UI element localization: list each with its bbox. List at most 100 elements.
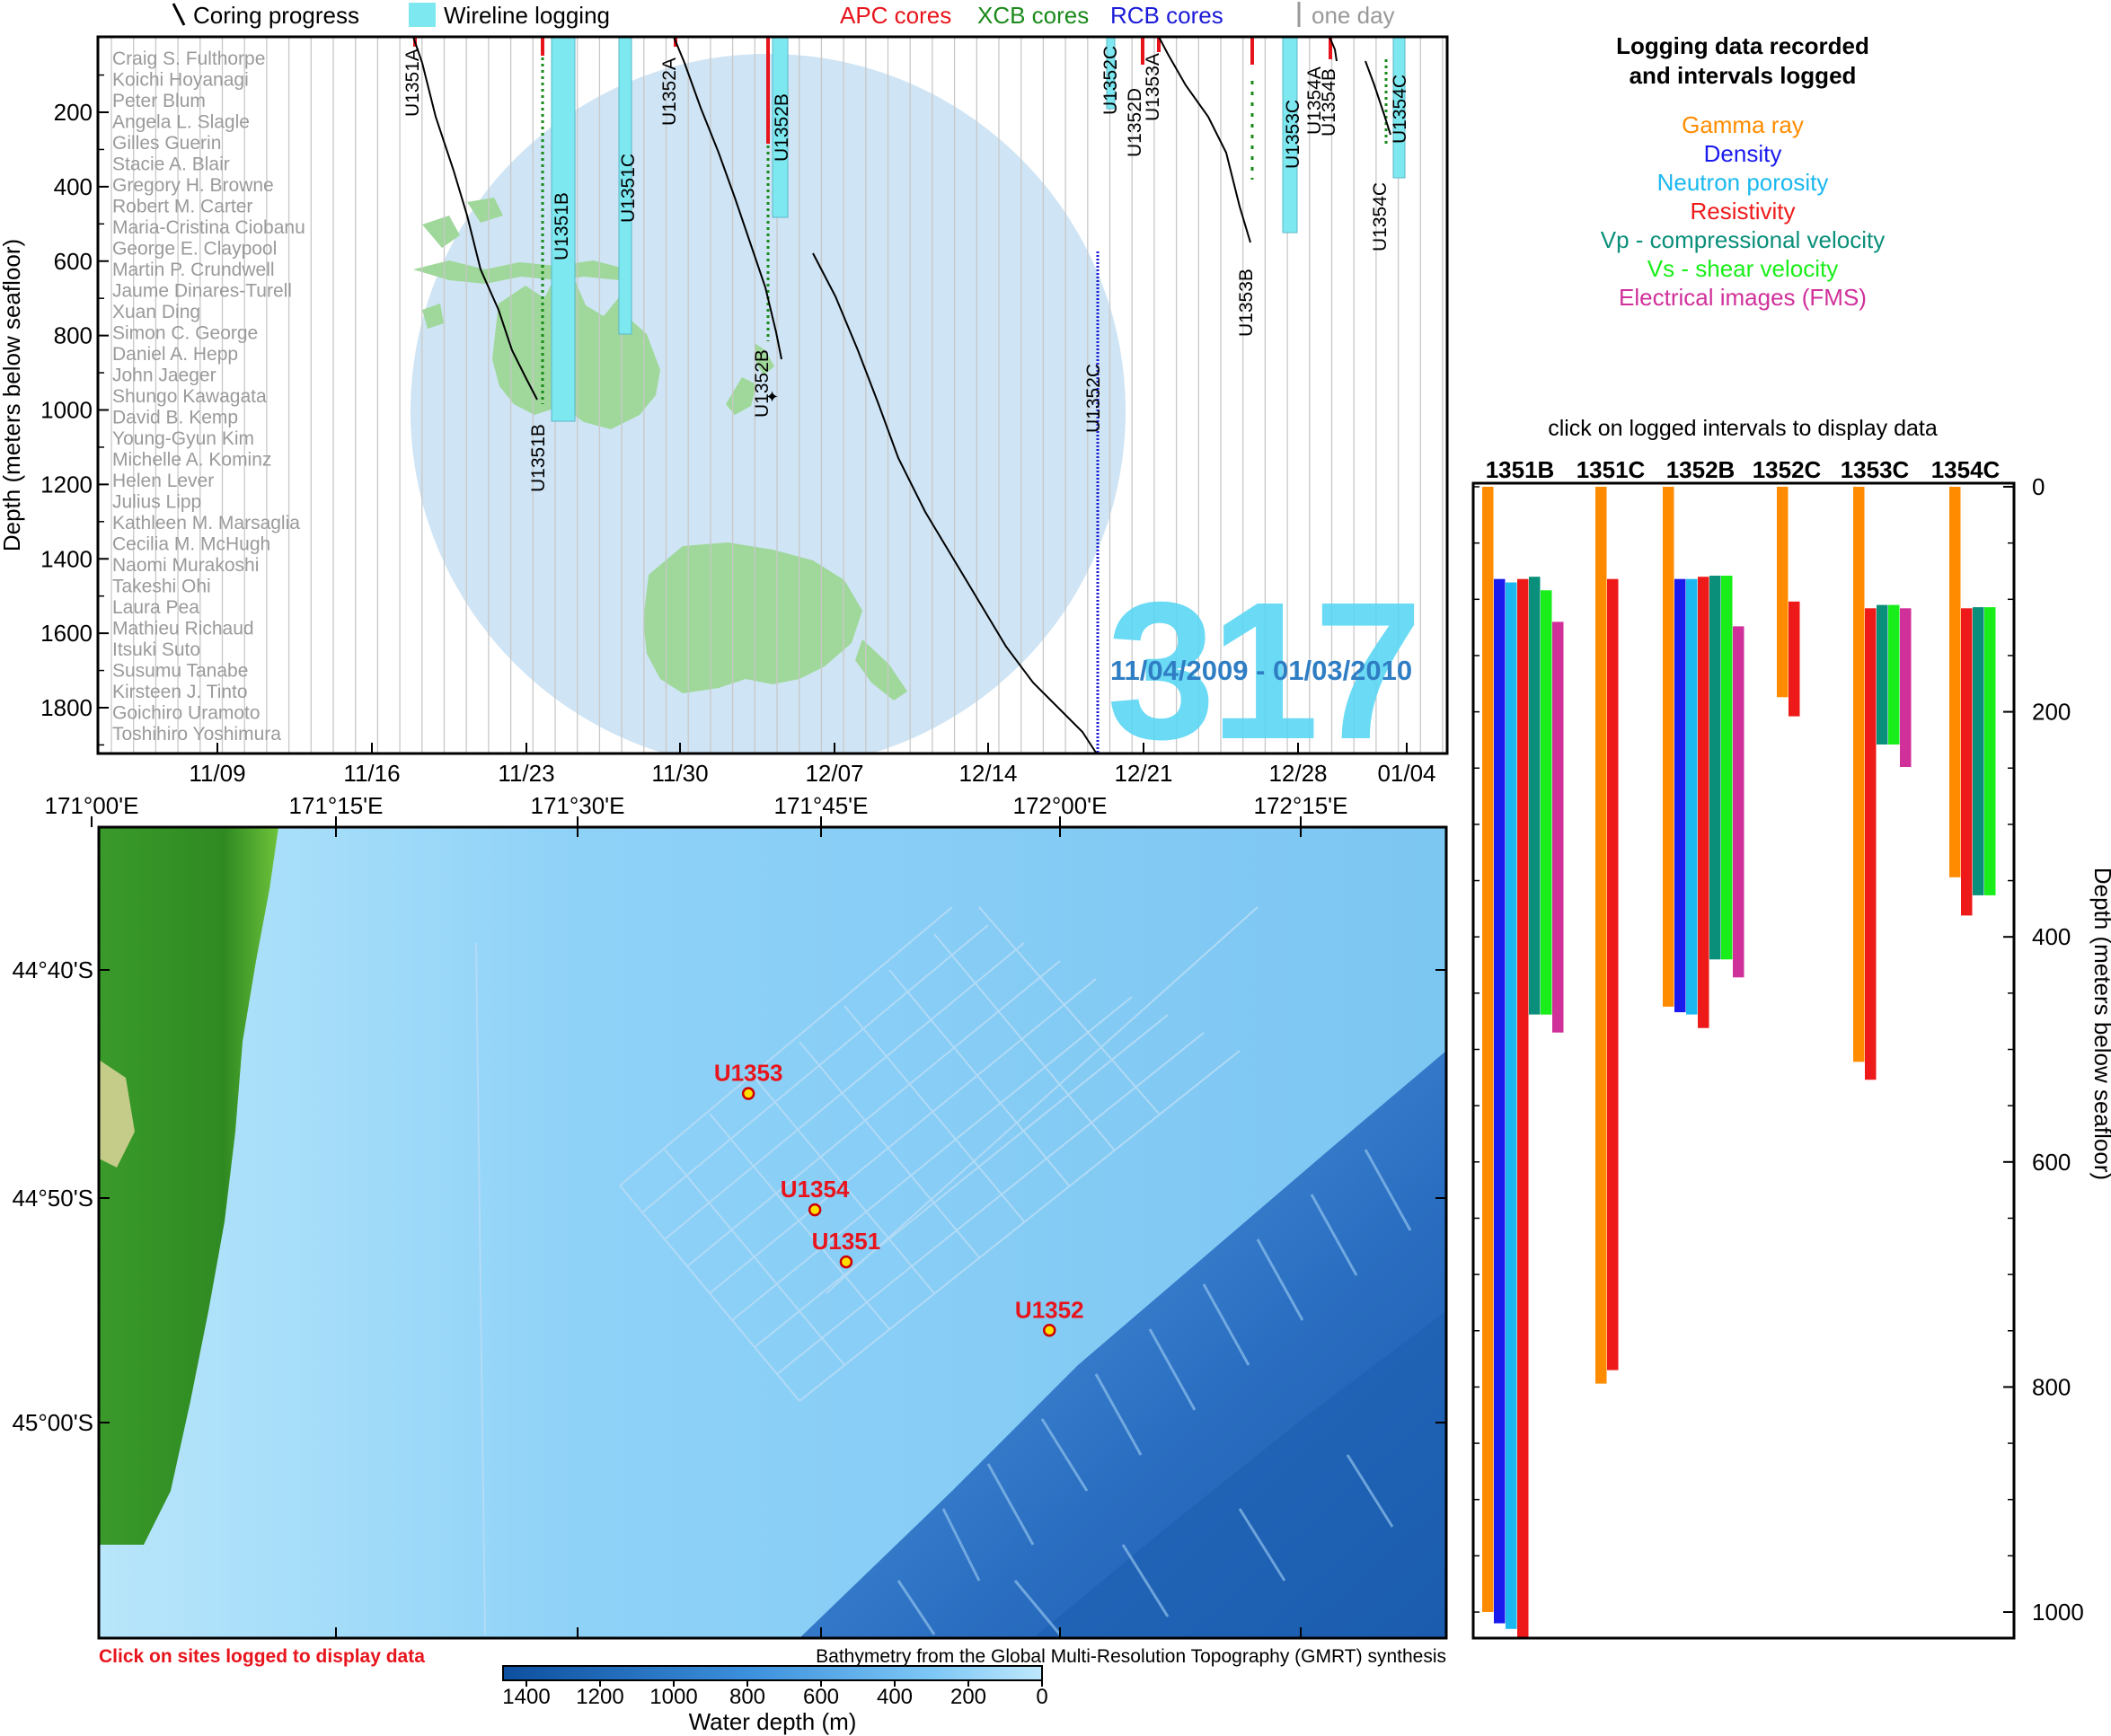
- map-click-note: Click on sites logged to display data: [99, 1646, 425, 1667]
- hole-1352B-label: 1352B: [1666, 456, 1736, 483]
- scientist-name: Susumu Tanabe: [112, 661, 248, 682]
- interval-ylabel: Depth (meters below seafloor): [2089, 868, 2111, 1180]
- timeline-xtick-label: 11/23: [498, 760, 554, 787]
- label-U1352B-top[interactable]: U1352B: [772, 93, 792, 162]
- scientist-name: Takeshi Ohi: [112, 577, 211, 597]
- coring-progress-lines: [412, 37, 1391, 753]
- label-U1352D[interactable]: U1352D: [1125, 88, 1145, 157]
- interval-1352B-gamma-ray[interactable]: [1663, 487, 1674, 1007]
- interval-1351B-vs-shear-velocity[interactable]: [1541, 590, 1552, 1015]
- logging-instruction: click on logged intervals to display dat…: [1548, 416, 1938, 441]
- interval-1351C-resistivity[interactable]: [1607, 578, 1619, 1370]
- scientist-name: Cecilia M. McHugh: [112, 534, 270, 555]
- map-lon-label: 171°15'E: [288, 792, 383, 819]
- interval-1352B-vp-compressional-velocity[interactable]: [1709, 576, 1721, 960]
- interval-1354C-gamma-ray[interactable]: [1949, 487, 1961, 877]
- hole-1354C-label: 1354C: [1931, 456, 2001, 483]
- interval-1351B-vp-compressional-velocity[interactable]: [1529, 577, 1541, 1015]
- interval-1352C-gamma-ray[interactable]: [1777, 487, 1789, 698]
- banks-peninsula-high: [99, 1060, 135, 1168]
- interval-1352B-neutron-porosity[interactable]: [1686, 578, 1698, 1015]
- map-sites[interactable]: U1353 U1354 U1351 U1352: [714, 1060, 1084, 1337]
- timeline-xtick-label: 12/28: [1268, 760, 1327, 787]
- interval-1351C-gamma-ray[interactable]: [1595, 487, 1607, 1384]
- site-U1351[interactable]: U1351: [812, 1228, 881, 1269]
- interval-1353C-resistivity[interactable]: [1865, 608, 1877, 1080]
- label-U1354C-top[interactable]: U1354C: [1390, 75, 1410, 144]
- interval-1352B-vs-shear-velocity[interactable]: [1721, 576, 1733, 960]
- label-U1353C[interactable]: U1353C: [1283, 100, 1303, 169]
- map-latitude-axis: 44°40'S 44°50'S 45°00'S: [12, 956, 1446, 1436]
- scientist-name: Koichi Hoyanagi: [112, 70, 249, 91]
- site-label[interactable]: U1354: [781, 1176, 850, 1203]
- interval-1353C-gamma-ray[interactable]: [1853, 487, 1865, 1062]
- interval-1351B-density[interactable]: [1494, 578, 1506, 1624]
- wireline-logging-bars[interactable]: [551, 37, 1406, 422]
- interval-1351B-neutron-porosity[interactable]: [1506, 582, 1517, 1629]
- interval-1352C-resistivity[interactable]: [1789, 601, 1800, 717]
- site-label[interactable]: U1353: [714, 1060, 783, 1087]
- site-marker[interactable]: [839, 1255, 853, 1269]
- scientist-name: Daniel A. Hepp: [112, 344, 238, 365]
- timeline-xtick-label: 11/16: [343, 760, 400, 787]
- interval-1353C-vs-shear-velocity[interactable]: [1888, 604, 1900, 745]
- label-U1352C-top[interactable]: U1352C: [1100, 46, 1121, 115]
- scientist-name: Laura Pea: [112, 597, 199, 618]
- site-marker[interactable]: [741, 1087, 755, 1100]
- label-U1354B[interactable]: U1354B: [1319, 68, 1339, 137]
- label-U1353B[interactable]: U1353B: [1236, 269, 1257, 337]
- wireline-swatch: [409, 3, 436, 27]
- label-U1352C-bottom[interactable]: U1352C: [1083, 364, 1104, 433]
- timeline-ytick-label: 1600: [40, 620, 93, 647]
- site-U1352[interactable]: U1352: [1015, 1296, 1084, 1337]
- label-U1351A[interactable]: U1351A: [402, 48, 423, 117]
- interval-1352B-electrical-images-fms-[interactable]: [1733, 626, 1744, 978]
- timeline-y-axis: 200 400 600 800 1000 1200 1400 1600 1800: [40, 74, 109, 746]
- site-marker[interactable]: [1042, 1324, 1056, 1337]
- site-label[interactable]: U1351: [812, 1228, 881, 1255]
- colorbar-label: Water depth (m): [689, 1708, 857, 1735]
- interval-1354C-vs-shear-velocity[interactable]: [1984, 607, 1996, 895]
- label-U1351B-top[interactable]: U1351B: [552, 192, 572, 260]
- logging-legend: Logging data recorded and intervals logg…: [1548, 32, 1938, 441]
- label-U1353A[interactable]: U1353A: [1143, 53, 1163, 121]
- label-U1351C[interactable]: U1351C: [618, 154, 639, 223]
- legend-one-day: one day: [1312, 2, 1395, 29]
- scientist-name: Helen Lever: [112, 471, 214, 491]
- interval-bars[interactable]: [1482, 487, 1996, 1639]
- interval-y-axis: 0 200 400 600 800 1000: [1473, 473, 2084, 1626]
- site-marker[interactable]: [808, 1203, 822, 1217]
- site-U1353[interactable]: U1353: [714, 1060, 783, 1100]
- interval-1353C-electrical-images-fms-[interactable]: [1900, 608, 1912, 767]
- site-label[interactable]: U1352: [1015, 1296, 1084, 1323]
- logging-title-line2: and intervals logged: [1630, 62, 1857, 89]
- timeline-ytick-label: 200: [54, 99, 93, 126]
- label-U1351B-bottom[interactable]: U1351B: [528, 424, 549, 492]
- map-lat-label: 44°40'S: [12, 956, 93, 983]
- label-U1352A[interactable]: U1352A: [659, 57, 680, 126]
- interval-1351B-gamma-ray[interactable]: [1482, 487, 1494, 1612]
- interval-1354C-vp-compressional-velocity[interactable]: [1973, 607, 1984, 895]
- site-U1354[interactable]: U1354: [781, 1176, 850, 1217]
- interval-1351B-electrical-images-fms-[interactable]: [1552, 621, 1564, 1033]
- scientist-name: Julius Lipp: [112, 492, 201, 513]
- australia-landmass: [492, 269, 660, 429]
- interval-1352B-resistivity[interactable]: [1698, 577, 1709, 1028]
- colorbar-tick-label: 0: [1036, 1685, 1047, 1709]
- label-U1354C-bottom[interactable]: U1354C: [1370, 182, 1391, 251]
- water-depth-colorbar: 1400 1200 1000 800 600 400 200 0 Water depth (m…: [502, 1665, 1048, 1735]
- interval-1352B-density[interactable]: [1674, 578, 1686, 1013]
- interval-1351B-resistivity[interactable]: [1517, 578, 1529, 1639]
- timeline-ytick-label: 400: [54, 173, 93, 200]
- scientist-name: Kirsteen J. Tinto: [112, 682, 248, 702]
- label-U1352B-bottom[interactable]: U1352B: [752, 349, 773, 418]
- interval-1354C-resistivity[interactable]: [1961, 608, 1973, 916]
- colorbar-tick-label: 600: [803, 1685, 839, 1709]
- label-U1354A[interactable]: U1354A: [1304, 66, 1325, 135]
- timeline-xtick-label: 01/04: [1377, 760, 1435, 787]
- interval-1353C-vp-compressional-velocity[interactable]: [1877, 604, 1888, 745]
- map-lat-label: 45°00'S: [12, 1409, 93, 1436]
- antarctica-landmass: [643, 542, 862, 693]
- timeline-xtick-label: 11/30: [651, 760, 708, 787]
- hole-labels[interactable]: U1351A U1351B U1351C U1352A U1352B U1352…: [402, 46, 1410, 492]
